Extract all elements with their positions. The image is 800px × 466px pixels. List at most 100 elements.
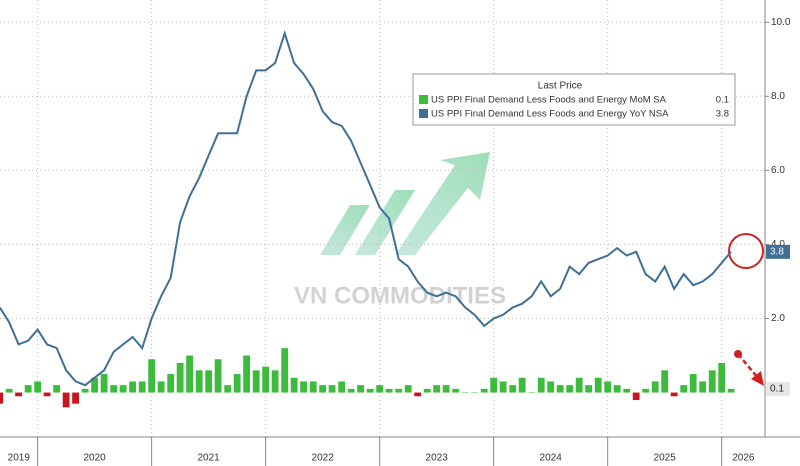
bar: [604, 381, 612, 393]
bar: [385, 388, 393, 393]
bar: [727, 388, 735, 393]
bar: [461, 392, 469, 394]
bar: [148, 359, 156, 393]
bar: [110, 385, 118, 393]
bar: [271, 370, 279, 393]
bar: [53, 385, 61, 393]
annotation-arrow: [734, 350, 764, 386]
bar: [129, 381, 136, 393]
bar: [623, 388, 631, 393]
bar: [5, 388, 13, 393]
bar: [547, 381, 555, 393]
bar: [366, 388, 374, 393]
bar: [651, 381, 659, 393]
bar: [632, 392, 640, 400]
bar: [566, 385, 574, 393]
bar: [661, 370, 669, 393]
x-tick-label: 2020: [84, 453, 107, 464]
last-value-box: [766, 244, 790, 259]
bar: [205, 370, 213, 393]
x-tick-label: 2021: [198, 453, 221, 464]
x-tick-label: 2026: [732, 453, 755, 464]
bar: [186, 355, 194, 393]
bar: [414, 392, 422, 397]
legend-swatch: [419, 109, 428, 118]
bar: [43, 392, 51, 397]
bar: [376, 385, 384, 393]
bar: [347, 388, 355, 393]
bar: [471, 392, 479, 394]
bar: [62, 392, 70, 408]
y-tick-label: 10.0: [771, 17, 791, 28]
last-value-label: 0.1: [770, 383, 784, 394]
bar: [91, 377, 99, 393]
watermark: VN COMMODITIES: [294, 282, 506, 309]
bar: [0, 392, 4, 404]
bar: [613, 385, 621, 393]
bar: [452, 388, 460, 393]
y-tick-label: 8.0: [771, 91, 785, 102]
bar: [81, 388, 89, 393]
legend: Last Price US PPI Final Demand Less Food…: [412, 73, 736, 126]
last-value-label: 3.8: [770, 246, 784, 257]
bar: [138, 381, 146, 393]
highlight-circle: [728, 233, 764, 269]
bar: [528, 392, 536, 394]
bar: [328, 385, 336, 393]
bar: [575, 377, 583, 393]
bar: [537, 377, 545, 393]
last-value-box: [766, 381, 790, 396]
x-tick-label: 2022: [312, 453, 335, 464]
bar: [585, 385, 593, 393]
bar: [300, 381, 308, 393]
bar: [509, 385, 517, 393]
x-tick-label: 2019: [8, 453, 31, 464]
y-tick-label: 2.0: [771, 313, 785, 324]
legend-label: US PPI Final Demand Less Foods and Energ…: [431, 109, 669, 120]
bar: [642, 388, 650, 393]
x-tick-label: 2025: [654, 453, 677, 464]
bar: [708, 370, 716, 393]
bar: [233, 374, 241, 393]
bar: [252, 370, 260, 393]
bar: [290, 377, 298, 393]
bar: [423, 388, 431, 393]
bar: [594, 377, 602, 393]
bar: [338, 381, 346, 393]
watermark-logo: [320, 152, 490, 255]
bar: [309, 381, 317, 393]
legend-swatch: [419, 95, 428, 104]
y-tick-label: 4.0: [771, 239, 785, 250]
x-tick-label: 2024: [540, 453, 563, 464]
bar: [518, 377, 526, 393]
bar: [404, 385, 412, 393]
legend-label: US PPI Final Demand Less Foods and Energ…: [431, 95, 667, 106]
x-tick-label: 2023: [426, 453, 449, 464]
bar: [214, 359, 222, 393]
bar: [480, 388, 488, 393]
bar: [689, 374, 697, 393]
bar: [442, 385, 450, 393]
bar: [15, 392, 22, 397]
bar: [395, 388, 403, 393]
bar: [195, 370, 203, 393]
bar: [556, 385, 564, 393]
bar: [24, 385, 32, 393]
bar: [680, 385, 688, 393]
legend-value: 3.8: [716, 109, 729, 120]
bar: [72, 392, 79, 404]
bar: [718, 362, 726, 393]
legend-box: [412, 73, 736, 126]
bar: [243, 355, 251, 393]
bar: [699, 381, 707, 393]
bar: [262, 366, 270, 393]
legend-title: Last Price: [538, 81, 583, 92]
bar: [670, 392, 678, 397]
line: [0, 30, 732, 387]
bar: [119, 385, 127, 393]
bar: [281, 348, 289, 393]
bar: [499, 381, 507, 393]
y-tick-label: 6.0: [771, 165, 785, 176]
bar: [319, 385, 327, 393]
